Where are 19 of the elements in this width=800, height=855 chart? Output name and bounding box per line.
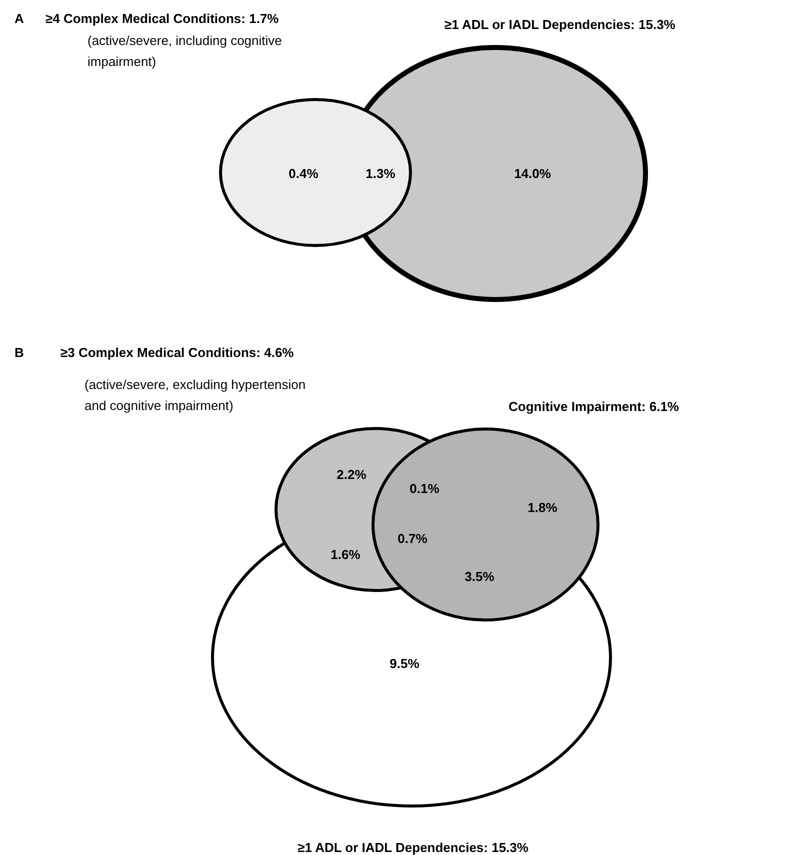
data-label: 14.0% bbox=[514, 166, 552, 181]
text: (active/severe, excluding hypertension and cognitive impairment) bbox=[84, 377, 306, 413]
data-label: 0.4% bbox=[288, 166, 319, 181]
data-label: 0.1% bbox=[410, 481, 440, 496]
text: (active/severe, including cognitive impairment) bbox=[88, 33, 282, 69]
text: Cognitive Impairment: 6.1% bbox=[508, 399, 680, 414]
data-label: 0.7% bbox=[398, 531, 428, 546]
data-label: 1.8% bbox=[528, 500, 558, 515]
data-label: 9.5% bbox=[390, 656, 420, 671]
text: ≥1 ADL or IADL Dependencies: 15.3% bbox=[444, 17, 676, 32]
text: A bbox=[14, 11, 24, 26]
text: ≥4 Complex Medical Conditions: 1.7% bbox=[46, 11, 280, 26]
data-label: 1.6% bbox=[330, 547, 361, 562]
text: B bbox=[14, 345, 24, 360]
text: ≥1 ADL or IADL Dependencies: 15.3% bbox=[298, 840, 529, 855]
data-label: 2.2% bbox=[336, 467, 367, 482]
data-label: 3.5% bbox=[464, 569, 495, 584]
data-label: 1.3% bbox=[366, 166, 396, 181]
text: ≥3 Complex Medical Conditions: 4.6% bbox=[60, 345, 294, 360]
